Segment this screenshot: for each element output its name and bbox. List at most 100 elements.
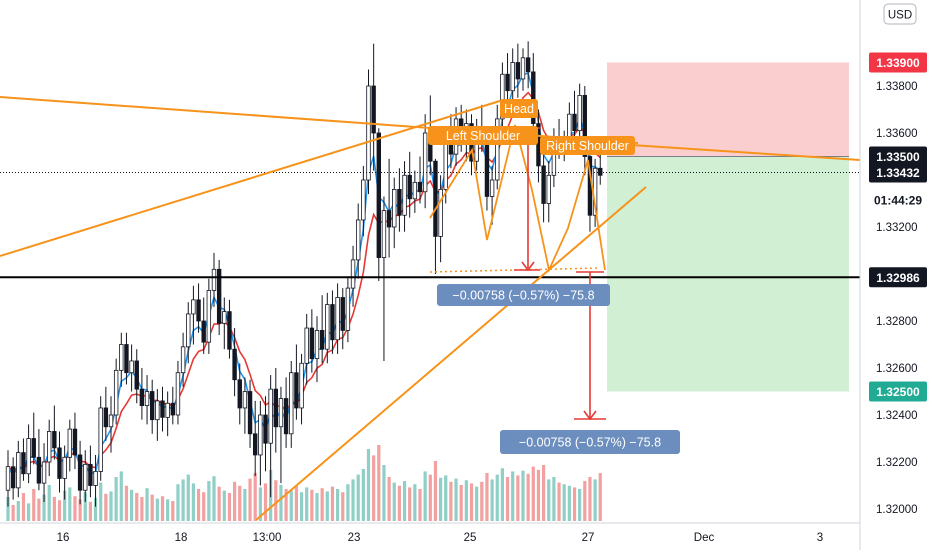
volume-bar [294,485,298,521]
candle [433,160,438,237]
candle [52,431,57,449]
currency-button[interactable] [883,3,917,25]
candle [10,466,16,489]
volume-bar [68,487,72,521]
candle [309,327,315,359]
volume-bar [160,496,165,521]
price-tag-label: 1.33900 [876,56,920,70]
volume-bar [330,486,335,521]
candle [505,73,510,92]
volume-bar [356,474,360,521]
volume-bar [495,474,499,521]
candle [572,113,577,132]
volume-bar [299,492,304,521]
candle [422,132,428,193]
candle [180,346,186,374]
volume-bar [27,503,31,521]
y-tick-label: 1.32400 [876,410,918,422]
price-tag [869,162,927,183]
volume-bar [42,494,46,521]
volume-bar [171,501,175,521]
candle [72,428,78,456]
candle [57,447,62,479]
price-tag-label: 1.32986 [876,271,920,285]
volume-bar [21,493,26,521]
price-tag [869,146,927,167]
volume-bar [361,469,365,521]
volume-bar [536,469,541,521]
candle [170,402,175,416]
candle [252,433,258,456]
candle [149,391,155,421]
volume-bar [552,477,556,521]
candle [283,398,289,435]
pattern-label-box[interactable] [540,136,635,155]
y-tick-label: 1.32000 [876,504,918,516]
volume-bar [196,489,201,521]
volume-bar [366,449,371,521]
volume-bar [47,485,51,521]
volume-bar [341,492,345,521]
volume-bar [274,480,278,521]
volume-bar [57,500,62,521]
volume-bar [377,445,381,521]
pattern-label-box[interactable] [500,99,538,118]
candle [443,137,448,190]
measurement-label: −0.00758 (−0.57%) −75.8 [519,436,661,450]
volume-bar [511,471,515,521]
candle [386,210,392,228]
candle [216,268,222,324]
upper-trendline-right[interactable] [599,142,861,161]
candle [484,141,490,197]
volume-bar [320,488,324,521]
volume-bar [93,497,98,521]
volume-bar [16,501,20,521]
candle [103,407,109,428]
candle [340,297,345,331]
candle [397,188,402,216]
candle [350,259,356,289]
candle [289,372,294,435]
x-tick-label: 25 [464,532,477,544]
volume-bar [135,493,139,521]
candle [366,85,371,181]
volume-bar [253,473,257,521]
candle [273,388,278,428]
candle [134,360,139,390]
volume-bar [449,481,453,521]
y-tick-label: 1.33600 [876,128,918,140]
measurement-box[interactable] [500,430,680,454]
volume-bar [526,473,530,521]
lower-trendline[interactable] [255,186,647,521]
candle [144,391,150,406]
y-tick-label: 1.33800 [876,81,918,93]
candle [165,402,170,418]
volume-bar [78,499,82,521]
measurement-box[interactable] [437,284,610,306]
volume-bar [140,497,144,521]
candle [345,287,351,331]
volume-bar [372,455,376,521]
volume-bar [104,493,108,521]
candle [263,414,268,444]
candle [268,388,273,444]
volume-bar [387,477,391,521]
volume-bar [181,479,185,521]
volume-bar [119,471,123,521]
rising-wedge-line[interactable] [0,99,504,257]
volume-bar [516,475,520,521]
volume-bar [578,489,582,521]
pattern-label-box[interactable] [428,126,538,145]
volume-bar [217,486,221,521]
candle [47,431,52,463]
pattern-label: Right Shoulder [546,139,629,153]
volume-bar [469,483,474,521]
candle [489,179,495,197]
take-profit-zone [607,156,849,392]
volume-bar [397,485,401,521]
candle [278,398,284,428]
volume-bar [114,477,118,521]
volume-bar [490,479,494,521]
volume-bar [413,484,417,521]
